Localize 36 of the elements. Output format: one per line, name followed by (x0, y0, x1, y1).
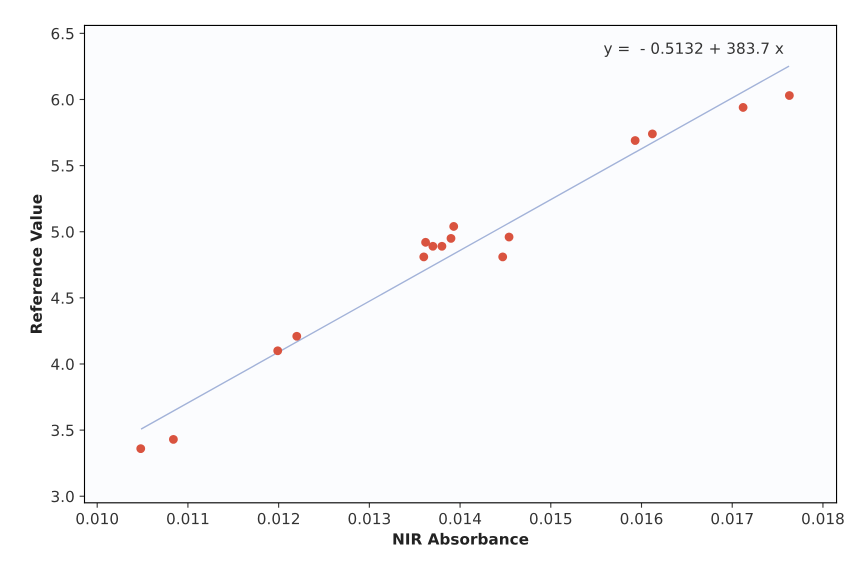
x-tick-label: 0.016 (620, 512, 662, 524)
x-tick-label: 0.017 (711, 512, 753, 524)
point (136, 444, 146, 454)
point (292, 332, 302, 341)
point (630, 136, 640, 145)
y-tick-label: 4.5 (51, 292, 74, 304)
y-tick-label: 6.5 (52, 28, 74, 40)
point (273, 346, 282, 356)
x-tick-label: 0.014 (439, 512, 482, 524)
y-axis-title: Reference Value (30, 194, 42, 333)
x-axis-title: NIR Absorbance (393, 532, 528, 545)
y-tick-label: 5.5 (52, 160, 74, 172)
point (428, 242, 438, 251)
y-tick-label: 5.0 (52, 226, 74, 238)
point (498, 252, 508, 262)
y-tick-label: 6.0 (52, 94, 74, 106)
y-tick-label: 3.5 (52, 424, 74, 436)
y-tick-label: 4.0 (51, 358, 74, 370)
point (169, 434, 178, 444)
x-tick-label: 0.015 (530, 512, 572, 524)
x-tick-label: 0.011 (167, 512, 208, 524)
x-tick-label: 0.013 (348, 512, 390, 524)
annotation: y = - 0.5132 + 383.7 x (604, 42, 784, 57)
point (784, 91, 794, 100)
point (438, 242, 446, 251)
point (419, 252, 428, 262)
x-tick-label: 0.018 (802, 512, 844, 524)
point (446, 234, 456, 243)
point (738, 103, 748, 112)
x-tick-label: 0.010 (76, 512, 118, 524)
point (449, 222, 458, 231)
y-tick-label: 3.0 (52, 490, 74, 502)
point (421, 238, 430, 247)
x-tick-label: 0.012 (258, 512, 299, 524)
point (504, 232, 514, 242)
point (648, 129, 657, 138)
